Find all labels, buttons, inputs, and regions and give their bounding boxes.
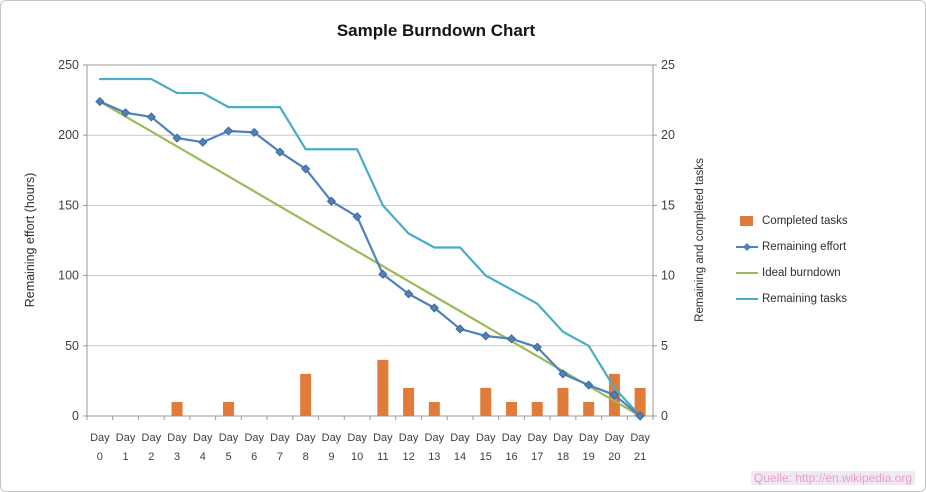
svg-text:Day: Day <box>193 432 213 444</box>
svg-text:200: 200 <box>58 128 79 142</box>
svg-text:10: 10 <box>661 269 675 283</box>
svg-text:Day: Day <box>527 432 547 444</box>
svg-text:Day: Day <box>579 432 599 444</box>
svg-text:Day: Day <box>476 432 496 444</box>
svg-text:Day: Day <box>502 432 522 444</box>
svg-text:13: 13 <box>428 451 440 463</box>
svg-text:15: 15 <box>480 451 492 463</box>
svg-text:150: 150 <box>58 198 79 212</box>
svg-text:25: 25 <box>661 58 675 72</box>
svg-text:Day: Day <box>630 432 650 444</box>
svg-text:3: 3 <box>174 451 180 463</box>
svg-text:5: 5 <box>225 451 231 463</box>
svg-text:250: 250 <box>58 58 79 72</box>
svg-text:Day: Day <box>425 432 445 444</box>
remaining-tasks-swatch-icon <box>736 293 758 305</box>
legend-label: Remaining effort <box>762 241 847 253</box>
svg-text:10: 10 <box>351 451 363 463</box>
legend: Completed tasks Remaining effort Ideal b… <box>736 215 848 305</box>
svg-text:2: 2 <box>148 451 154 463</box>
svg-text:Day: Day <box>399 432 419 444</box>
ideal-burndown-swatch-icon <box>736 267 758 279</box>
right-axis-title: Remaining and completed tasks <box>694 158 706 322</box>
completed-tasks-swatch-icon <box>736 215 758 227</box>
svg-text:Day: Day <box>167 432 187 444</box>
svg-text:Day: Day <box>270 432 290 444</box>
legend-item-remaining-effort: Remaining effort <box>736 241 848 253</box>
source-watermark: Quelle: http://en.wikipedia.org <box>750 471 915 485</box>
svg-text:Day: Day <box>142 432 162 444</box>
svg-text:21: 21 <box>634 451 646 463</box>
svg-text:17: 17 <box>531 451 543 463</box>
svg-text:0: 0 <box>97 451 103 463</box>
svg-text:Day: Day <box>347 432 367 444</box>
svg-text:20: 20 <box>608 451 620 463</box>
svg-text:5: 5 <box>661 339 668 353</box>
svg-text:Day: Day <box>373 432 393 444</box>
svg-text:4: 4 <box>200 451 206 463</box>
svg-text:16: 16 <box>505 451 517 463</box>
legend-item-ideal-burndown: Ideal burndown <box>736 267 848 279</box>
svg-text:1: 1 <box>123 451 129 463</box>
svg-text:100: 100 <box>58 269 79 283</box>
svg-text:7: 7 <box>277 451 283 463</box>
svg-text:Day: Day <box>605 432 625 444</box>
remaining-effort-swatch-icon <box>736 241 758 253</box>
svg-text:20: 20 <box>661 128 675 142</box>
svg-text:Day: Day <box>244 432 264 444</box>
svg-text:Day: Day <box>450 432 470 444</box>
svg-text:8: 8 <box>303 451 309 463</box>
legend-label: Ideal burndown <box>762 267 841 279</box>
legend-label: Remaining tasks <box>762 293 848 305</box>
left-axis-title: Remaining effort (hours) <box>23 172 37 308</box>
svg-text:Day: Day <box>553 432 573 444</box>
svg-text:18: 18 <box>557 451 569 463</box>
svg-text:19: 19 <box>583 451 595 463</box>
svg-text:50: 50 <box>65 339 79 353</box>
svg-text:Day: Day <box>322 432 342 444</box>
legend-label: Completed tasks <box>762 215 848 227</box>
svg-text:15: 15 <box>661 198 675 212</box>
chart-title: Sample Burndown Chart <box>336 21 536 40</box>
svg-text:12: 12 <box>402 451 414 463</box>
svg-text:0: 0 <box>72 409 79 423</box>
legend-item-completed-tasks: Completed tasks <box>736 215 848 227</box>
legend-item-remaining-tasks: Remaining tasks <box>736 293 848 305</box>
svg-text:0: 0 <box>661 409 668 423</box>
svg-text:Day: Day <box>219 432 239 444</box>
svg-text:11: 11 <box>377 451 388 463</box>
svg-text:Day: Day <box>116 432 136 444</box>
svg-text:Day: Day <box>90 432 110 444</box>
svg-text:14: 14 <box>454 451 466 463</box>
svg-text:9: 9 <box>328 451 334 463</box>
svg-text:6: 6 <box>251 451 257 463</box>
svg-text:Day: Day <box>296 432 316 444</box>
